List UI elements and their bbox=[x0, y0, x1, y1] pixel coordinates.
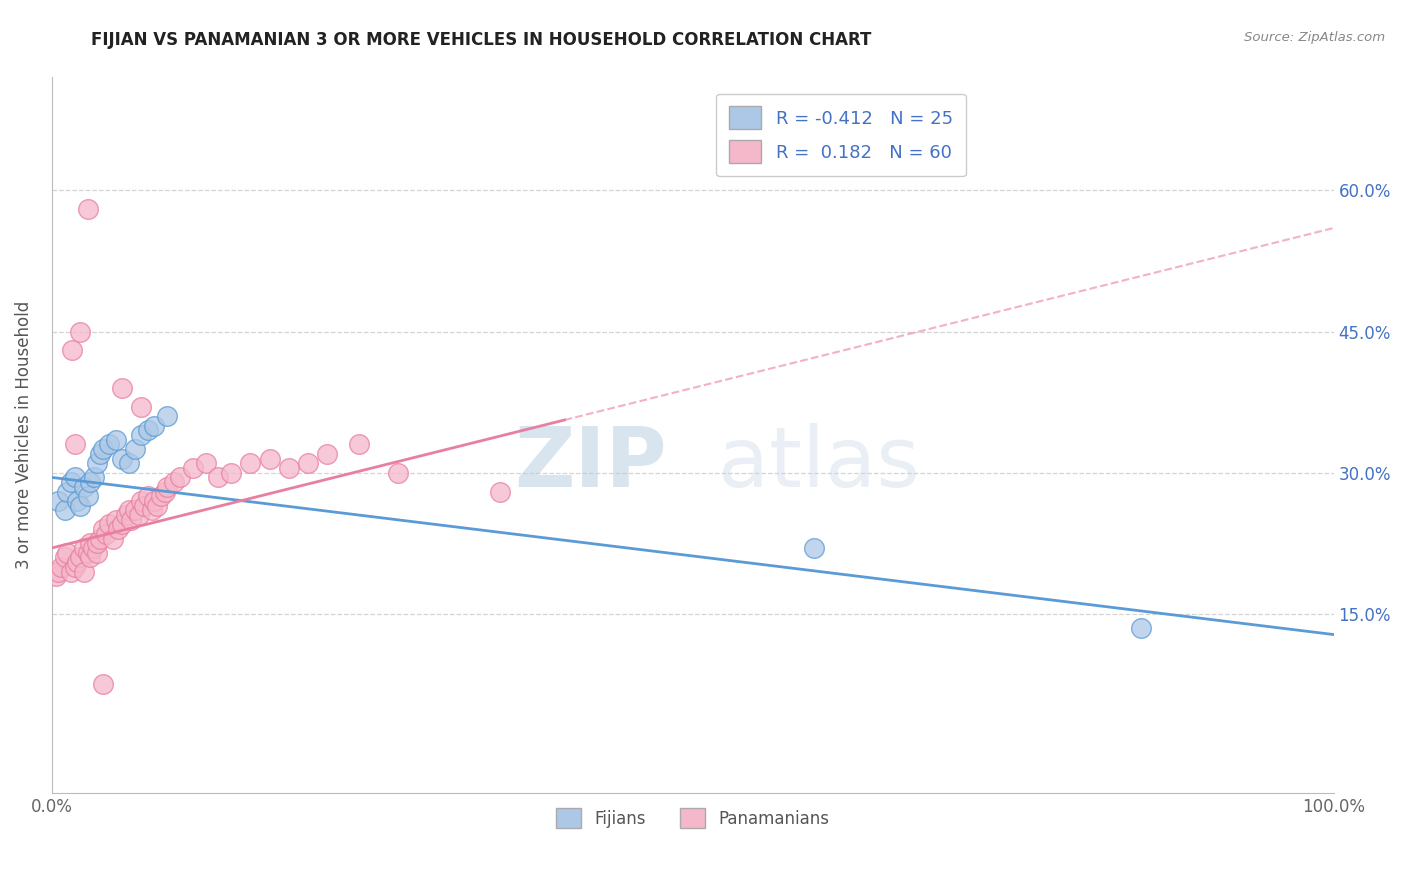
Point bbox=[73, 541, 96, 555]
Point bbox=[46, 494, 69, 508]
Legend: Fijians, Panamanians: Fijians, Panamanians bbox=[550, 802, 835, 834]
Point bbox=[76, 546, 98, 560]
Point bbox=[94, 526, 117, 541]
Point bbox=[82, 541, 104, 555]
Point bbox=[316, 447, 339, 461]
Text: FIJIAN VS PANAMANIAN 3 OR MORE VEHICLES IN HOUSEHOLD CORRELATION CHART: FIJIAN VS PANAMANIAN 3 OR MORE VEHICLES … bbox=[91, 31, 872, 49]
Point bbox=[83, 470, 105, 484]
Point bbox=[45, 569, 67, 583]
Point bbox=[136, 489, 159, 503]
Point bbox=[489, 484, 512, 499]
Point bbox=[131, 494, 153, 508]
Point bbox=[297, 456, 319, 470]
Point bbox=[149, 489, 172, 503]
Point bbox=[63, 559, 86, 574]
Point bbox=[103, 532, 125, 546]
Point bbox=[803, 541, 825, 555]
Point bbox=[132, 499, 155, 513]
Point bbox=[79, 536, 101, 550]
Point bbox=[107, 522, 129, 536]
Point bbox=[73, 480, 96, 494]
Point bbox=[115, 508, 138, 522]
Point bbox=[1130, 621, 1153, 635]
Point bbox=[349, 437, 371, 451]
Point bbox=[56, 546, 79, 560]
Point bbox=[124, 503, 146, 517]
Point bbox=[73, 565, 96, 579]
Point bbox=[156, 480, 179, 494]
Point bbox=[153, 484, 176, 499]
Point bbox=[131, 400, 153, 414]
Point bbox=[89, 447, 111, 461]
Point bbox=[194, 456, 217, 470]
Point bbox=[86, 456, 108, 470]
Point bbox=[124, 442, 146, 457]
Text: Source: ZipAtlas.com: Source: ZipAtlas.com bbox=[1244, 31, 1385, 45]
Point bbox=[239, 456, 262, 470]
Point bbox=[49, 559, 72, 574]
Point bbox=[111, 381, 134, 395]
Point bbox=[60, 343, 83, 358]
Point bbox=[104, 433, 127, 447]
Point bbox=[76, 202, 98, 217]
Point bbox=[156, 409, 179, 424]
Point bbox=[136, 423, 159, 437]
Point bbox=[69, 325, 91, 339]
Point bbox=[53, 503, 76, 517]
Point bbox=[79, 550, 101, 565]
Point bbox=[169, 470, 191, 484]
Point bbox=[143, 494, 166, 508]
Point bbox=[89, 532, 111, 546]
Point bbox=[146, 499, 169, 513]
Point bbox=[46, 565, 69, 579]
Point bbox=[91, 442, 114, 457]
Point bbox=[86, 546, 108, 560]
Point bbox=[219, 466, 242, 480]
Point bbox=[259, 451, 281, 466]
Point bbox=[66, 555, 89, 569]
Point bbox=[59, 475, 82, 489]
Point bbox=[56, 484, 79, 499]
Point bbox=[120, 513, 142, 527]
Text: atlas: atlas bbox=[718, 423, 920, 504]
Point bbox=[387, 466, 409, 480]
Point bbox=[104, 513, 127, 527]
Y-axis label: 3 or more Vehicles in Household: 3 or more Vehicles in Household bbox=[15, 301, 32, 569]
Point bbox=[98, 517, 121, 532]
Point bbox=[118, 503, 141, 517]
Point bbox=[69, 499, 91, 513]
Point bbox=[118, 456, 141, 470]
Point bbox=[98, 437, 121, 451]
Point bbox=[91, 522, 114, 536]
Point bbox=[141, 503, 163, 517]
Point bbox=[79, 475, 101, 489]
Text: ZIP: ZIP bbox=[515, 423, 666, 504]
Point bbox=[111, 517, 134, 532]
Point bbox=[53, 550, 76, 565]
Point bbox=[66, 494, 89, 508]
Point bbox=[69, 550, 91, 565]
Point bbox=[143, 418, 166, 433]
Point bbox=[128, 508, 150, 522]
Point bbox=[181, 461, 204, 475]
Point bbox=[63, 470, 86, 484]
Point bbox=[131, 428, 153, 442]
Point bbox=[76, 489, 98, 503]
Point bbox=[207, 470, 229, 484]
Point bbox=[86, 536, 108, 550]
Point bbox=[277, 461, 299, 475]
Point bbox=[91, 677, 114, 691]
Point bbox=[162, 475, 184, 489]
Point bbox=[63, 437, 86, 451]
Point bbox=[111, 451, 134, 466]
Point bbox=[59, 565, 82, 579]
